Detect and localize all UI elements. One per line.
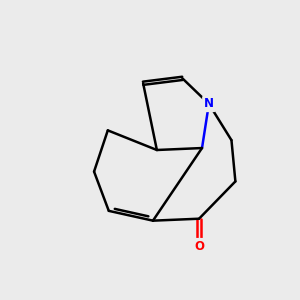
Text: N: N — [204, 98, 214, 110]
Text: O: O — [194, 240, 204, 253]
